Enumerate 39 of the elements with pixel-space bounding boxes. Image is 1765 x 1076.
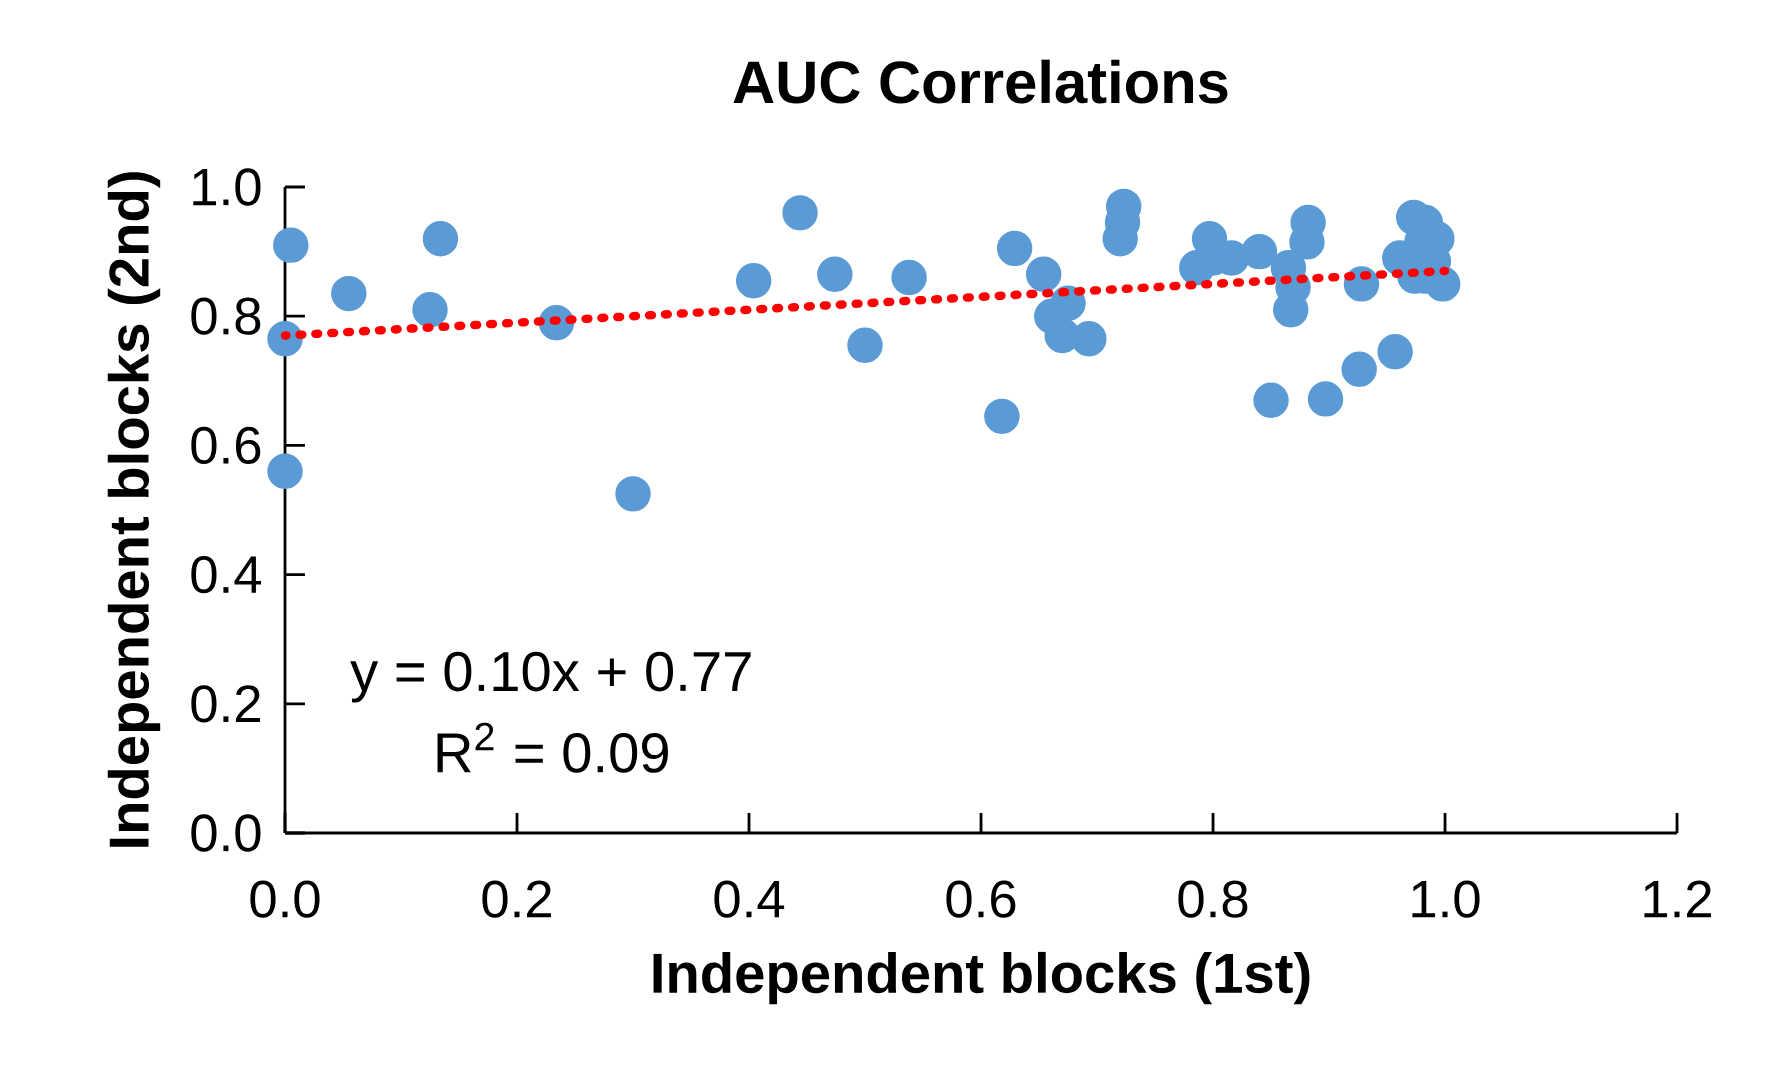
point — [1025, 256, 1062, 292]
point — [782, 195, 818, 231]
point — [817, 256, 853, 292]
x-tick-label: 0.4 — [714, 880, 785, 918]
y-tick-label: 0.2 — [191, 685, 260, 723]
x-tick-label: 0.8 — [1178, 880, 1248, 918]
point — [891, 259, 927, 296]
x-tick-label: 1.2 — [1644, 880, 1712, 918]
point — [1307, 381, 1344, 417]
point — [996, 230, 1033, 267]
point — [847, 327, 883, 363]
y-tick-label: 0.4 — [191, 555, 262, 594]
annotation: R$^{2}$ = 0.09 — [437, 722, 668, 773]
point — [615, 476, 651, 512]
y-axis-title: Independent blocks (2nd) — [107, 172, 161, 847]
point — [422, 220, 459, 257]
x-tick-label: 0.0 — [250, 880, 320, 918]
point — [1424, 266, 1461, 302]
point — [984, 398, 1020, 435]
point — [1253, 382, 1289, 418]
point — [1071, 321, 1107, 357]
point — [267, 453, 303, 489]
point — [735, 262, 772, 299]
x-tick-label: 0.6 — [946, 880, 1016, 918]
y-tick-label: 0.0 — [191, 814, 261, 852]
annotation: y = 0.10x + 0.77 — [350, 651, 751, 703]
point — [1377, 334, 1413, 370]
point — [273, 227, 309, 263]
y-tick-label: 0.8 — [191, 297, 261, 335]
x-axis-title: Independent blocks (1st) — [653, 951, 1310, 1005]
x-tick-label: 0.2 — [482, 880, 552, 918]
y-tick-label: 0.6 — [191, 426, 261, 465]
x-tick-label: 1.0 — [1412, 880, 1480, 918]
chart-title: AUC Correlations — [733, 59, 1228, 104]
point — [331, 275, 367, 312]
point — [1341, 351, 1377, 387]
y-tick-label: 1.0 — [193, 168, 261, 206]
point — [412, 292, 448, 328]
point — [1241, 233, 1278, 270]
